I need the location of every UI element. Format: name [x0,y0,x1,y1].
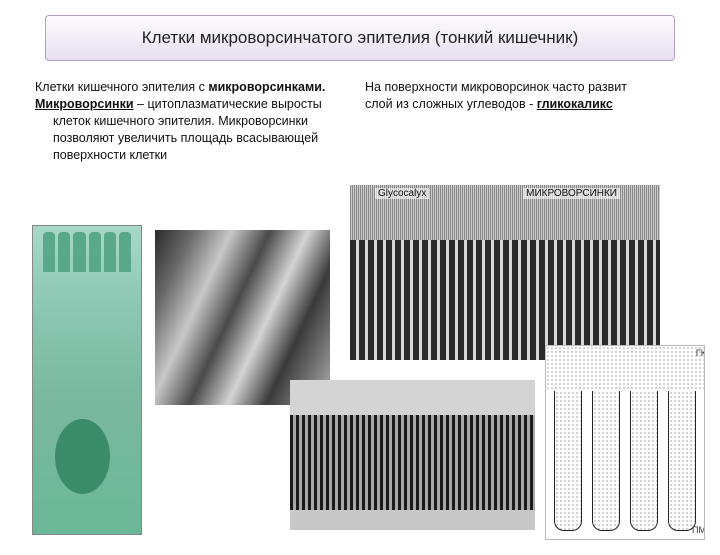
sch-dots [546,346,704,391]
l2u: Микроворсинки [35,97,134,111]
em-section-image [290,380,535,530]
text-columns: Клетки кишечного эпителия с микроворсинк… [0,79,720,163]
glyco-label-right: МИКРОВОРСИНКИ [523,188,620,199]
l5: поверхности клетки [35,147,355,164]
images-area: 1 2 3 4 Glycocalyx МИКРОВОРСИНКИ ГК ПМ [0,225,720,555]
l2r: – цитоплазматические выросты [134,97,322,111]
l3: клеток кишечного эпителия. Микроворсинки [35,113,355,130]
diagram-nucleus [55,419,110,494]
r1: На поверхности микроворсинок часто разви… [365,79,685,96]
em-microvilli-image [155,230,330,405]
sch-label-bottom: ПМ [692,525,705,535]
sect-bot [290,510,535,530]
glyco-bars-region [350,240,660,360]
sch-label-top: ГК [696,348,705,358]
schematic-image: ГК ПМ [545,345,705,540]
r2b: гликокаликс [537,97,613,111]
right-column: На поверхности микроворсинок часто разви… [365,79,685,163]
diagram-villi [43,232,131,272]
left-column: Клетки кишечного эпителия с микроворсинк… [35,79,355,163]
left-para-2: Микроворсинки – цитоплазматические вырос… [35,96,355,113]
r2: слой из сложных углеводов - гликокаликс [365,96,685,113]
left-para: Клетки кишечного эпителия с микроворсинк… [35,79,355,96]
l4: позволяют увеличить площадь всасывающей [35,130,355,147]
l1b: микроворсинками. [208,80,325,94]
sect-bars [290,415,535,510]
em-glycocalyx-image: Glycocalyx МИКРОВОРСИНКИ [350,185,660,360]
l1a: Клетки кишечного эпителия с [35,80,208,94]
sch-fingers [554,391,696,531]
page-title: Клетки микроворсинчатого эпителия (тонки… [45,15,675,61]
cell-diagram-image: 1 2 3 4 [32,225,142,535]
r2a: слой из сложных углеводов - [365,97,537,111]
sect-top [290,380,535,415]
glyco-label-left: Glycocalyx [375,188,429,199]
